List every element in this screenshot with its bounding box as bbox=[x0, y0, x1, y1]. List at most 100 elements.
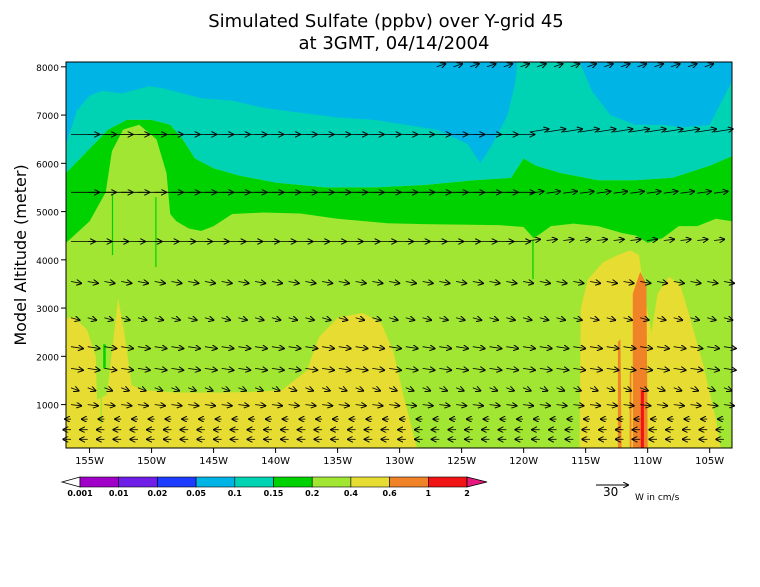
wind-vector-arrow bbox=[539, 282, 550, 284]
y-tick-label: 7000 bbox=[36, 112, 59, 122]
wind-vector-arrow bbox=[322, 405, 332, 406]
wind-vector-arrow bbox=[589, 282, 600, 284]
wind-vector-arrow bbox=[690, 368, 703, 370]
wind-vector-arrow bbox=[707, 368, 719, 370]
wind-vector-arrow bbox=[188, 388, 196, 391]
wind-vector-arrow bbox=[707, 405, 717, 406]
wind-vector-arrow bbox=[472, 282, 483, 284]
wind-vector-arrow bbox=[338, 368, 351, 370]
wind-vector-arrow bbox=[656, 405, 667, 406]
wind-vector-arrow bbox=[522, 388, 531, 391]
wind-vector-arrow bbox=[254, 318, 264, 320]
wind-vector-arrow bbox=[389, 347, 401, 349]
wind-vector-arrow bbox=[589, 368, 602, 370]
wind-vector-arrow bbox=[70, 318, 80, 320]
wind-vector-arrow bbox=[389, 405, 399, 406]
wind-vector-arrow bbox=[70, 282, 81, 284]
x-tick-label: 105W bbox=[695, 456, 724, 467]
wind-vector-arrow bbox=[580, 239, 590, 240]
wind-vector-arrow bbox=[589, 388, 598, 391]
wind-vector-arrow bbox=[520, 64, 530, 67]
wind-vector-arrow bbox=[556, 318, 566, 320]
wind-vector-arrow bbox=[137, 318, 147, 320]
wind-vector-arrow bbox=[606, 368, 619, 370]
wind-vector-arrow bbox=[587, 64, 597, 67]
wind-vector-arrow bbox=[713, 191, 728, 193]
wind-vector-arrow bbox=[188, 318, 197, 320]
wind-vector-arrow bbox=[422, 347, 435, 349]
wind-vector-arrow bbox=[680, 239, 691, 240]
wind-vector-arrow bbox=[137, 405, 148, 406]
wind-vector-arrow bbox=[87, 347, 100, 349]
wind-vector-arrow bbox=[453, 64, 463, 67]
wind-vector-arrow bbox=[606, 388, 615, 391]
wind-vector-arrow bbox=[573, 347, 585, 349]
wind-vector-arrow bbox=[271, 405, 282, 406]
wind-vector-arrow bbox=[255, 368, 267, 370]
wind-vector-arrow bbox=[506, 405, 516, 406]
wind-vector-arrow bbox=[372, 282, 382, 284]
wind-vector-arrow bbox=[355, 282, 366, 284]
wind-vector-arrow bbox=[288, 318, 298, 320]
wind-vector-arrow bbox=[154, 388, 163, 391]
wind-vector-arrow bbox=[623, 318, 633, 320]
wind-vector-arrow bbox=[355, 405, 366, 406]
wind-vector-arrow bbox=[288, 368, 301, 370]
colorbar-swatch bbox=[311, 476, 352, 488]
wind-vector-arrow bbox=[204, 318, 214, 320]
wind-vector-arrow bbox=[697, 239, 707, 240]
wind-vector-arrow bbox=[372, 388, 380, 391]
wind-vector-arrow bbox=[470, 64, 479, 67]
wind-vector-arrow bbox=[70, 388, 79, 391]
colorbar-level-label: 2 bbox=[464, 489, 470, 498]
wind-vector-arrow bbox=[713, 129, 733, 132]
colorbar-swatch bbox=[427, 476, 468, 488]
contour-region-5 bbox=[640, 390, 644, 448]
x-tick-label: 110W bbox=[633, 456, 662, 467]
wind-vector-arrow bbox=[546, 191, 561, 193]
wind-vector-arrow bbox=[529, 191, 544, 193]
wind-vector-arrow bbox=[623, 405, 634, 406]
wind-vector-arrow bbox=[255, 282, 265, 284]
wind-vector-arrow bbox=[238, 405, 248, 406]
wind-vector-arrow bbox=[553, 64, 563, 67]
wind-vector-arrow bbox=[606, 282, 617, 284]
wind-vector-arrow bbox=[522, 318, 532, 320]
wind-vector-arrow bbox=[355, 368, 368, 370]
wind-vector-arrow bbox=[630, 191, 644, 193]
wind-vector-arrow bbox=[596, 191, 611, 193]
plot-area bbox=[66, 62, 732, 448]
colorbar-level-label: 0.4 bbox=[344, 489, 359, 498]
wind-vector-arrow bbox=[137, 368, 150, 370]
wind-vector-arrow bbox=[271, 318, 281, 320]
wind-vector-arrow bbox=[539, 388, 548, 391]
wind-vector-arrow bbox=[596, 239, 607, 240]
x-axis-ticks: 155W 150W 145W 140W 135W 130W 125W 120W 115W 110W… bbox=[75, 448, 724, 467]
wind-vector-arrow bbox=[680, 129, 700, 132]
wind-vector-arrow bbox=[472, 388, 481, 391]
wind-vector-arrow bbox=[288, 347, 301, 349]
wind-vector-arrow bbox=[503, 64, 513, 67]
wind-vector-arrow bbox=[271, 368, 284, 370]
wind-vector-arrow bbox=[656, 318, 666, 320]
chart-title-line-2: at 3GMT, 04/14/2004 bbox=[299, 33, 490, 54]
x-tick-label: 155W bbox=[75, 456, 104, 467]
wind-vector-arrow bbox=[305, 388, 313, 391]
wind-vector-arrow bbox=[121, 368, 133, 370]
x-tick-label: 120W bbox=[509, 456, 538, 467]
wind-vector-arrow bbox=[506, 347, 518, 349]
wind-vector-arrow bbox=[529, 129, 549, 132]
wind-vector-arrow bbox=[556, 368, 569, 370]
wind-vector-arrow bbox=[422, 282, 433, 284]
wind-vector-arrow bbox=[539, 368, 552, 370]
wind-vector-arrow bbox=[570, 64, 580, 67]
y-tick-label: 3000 bbox=[36, 305, 59, 315]
wind-vector-arrow bbox=[87, 318, 97, 320]
wind-vector-arrow bbox=[188, 347, 200, 349]
wind-vector-arrow bbox=[104, 282, 114, 284]
wind-vector-arrow bbox=[580, 129, 599, 132]
colorbar-level-label: 0.15 bbox=[264, 489, 284, 498]
wind-vector-arrow bbox=[563, 239, 573, 240]
colorbar-swatch bbox=[273, 476, 313, 488]
wind-vector-arrow bbox=[456, 282, 466, 284]
